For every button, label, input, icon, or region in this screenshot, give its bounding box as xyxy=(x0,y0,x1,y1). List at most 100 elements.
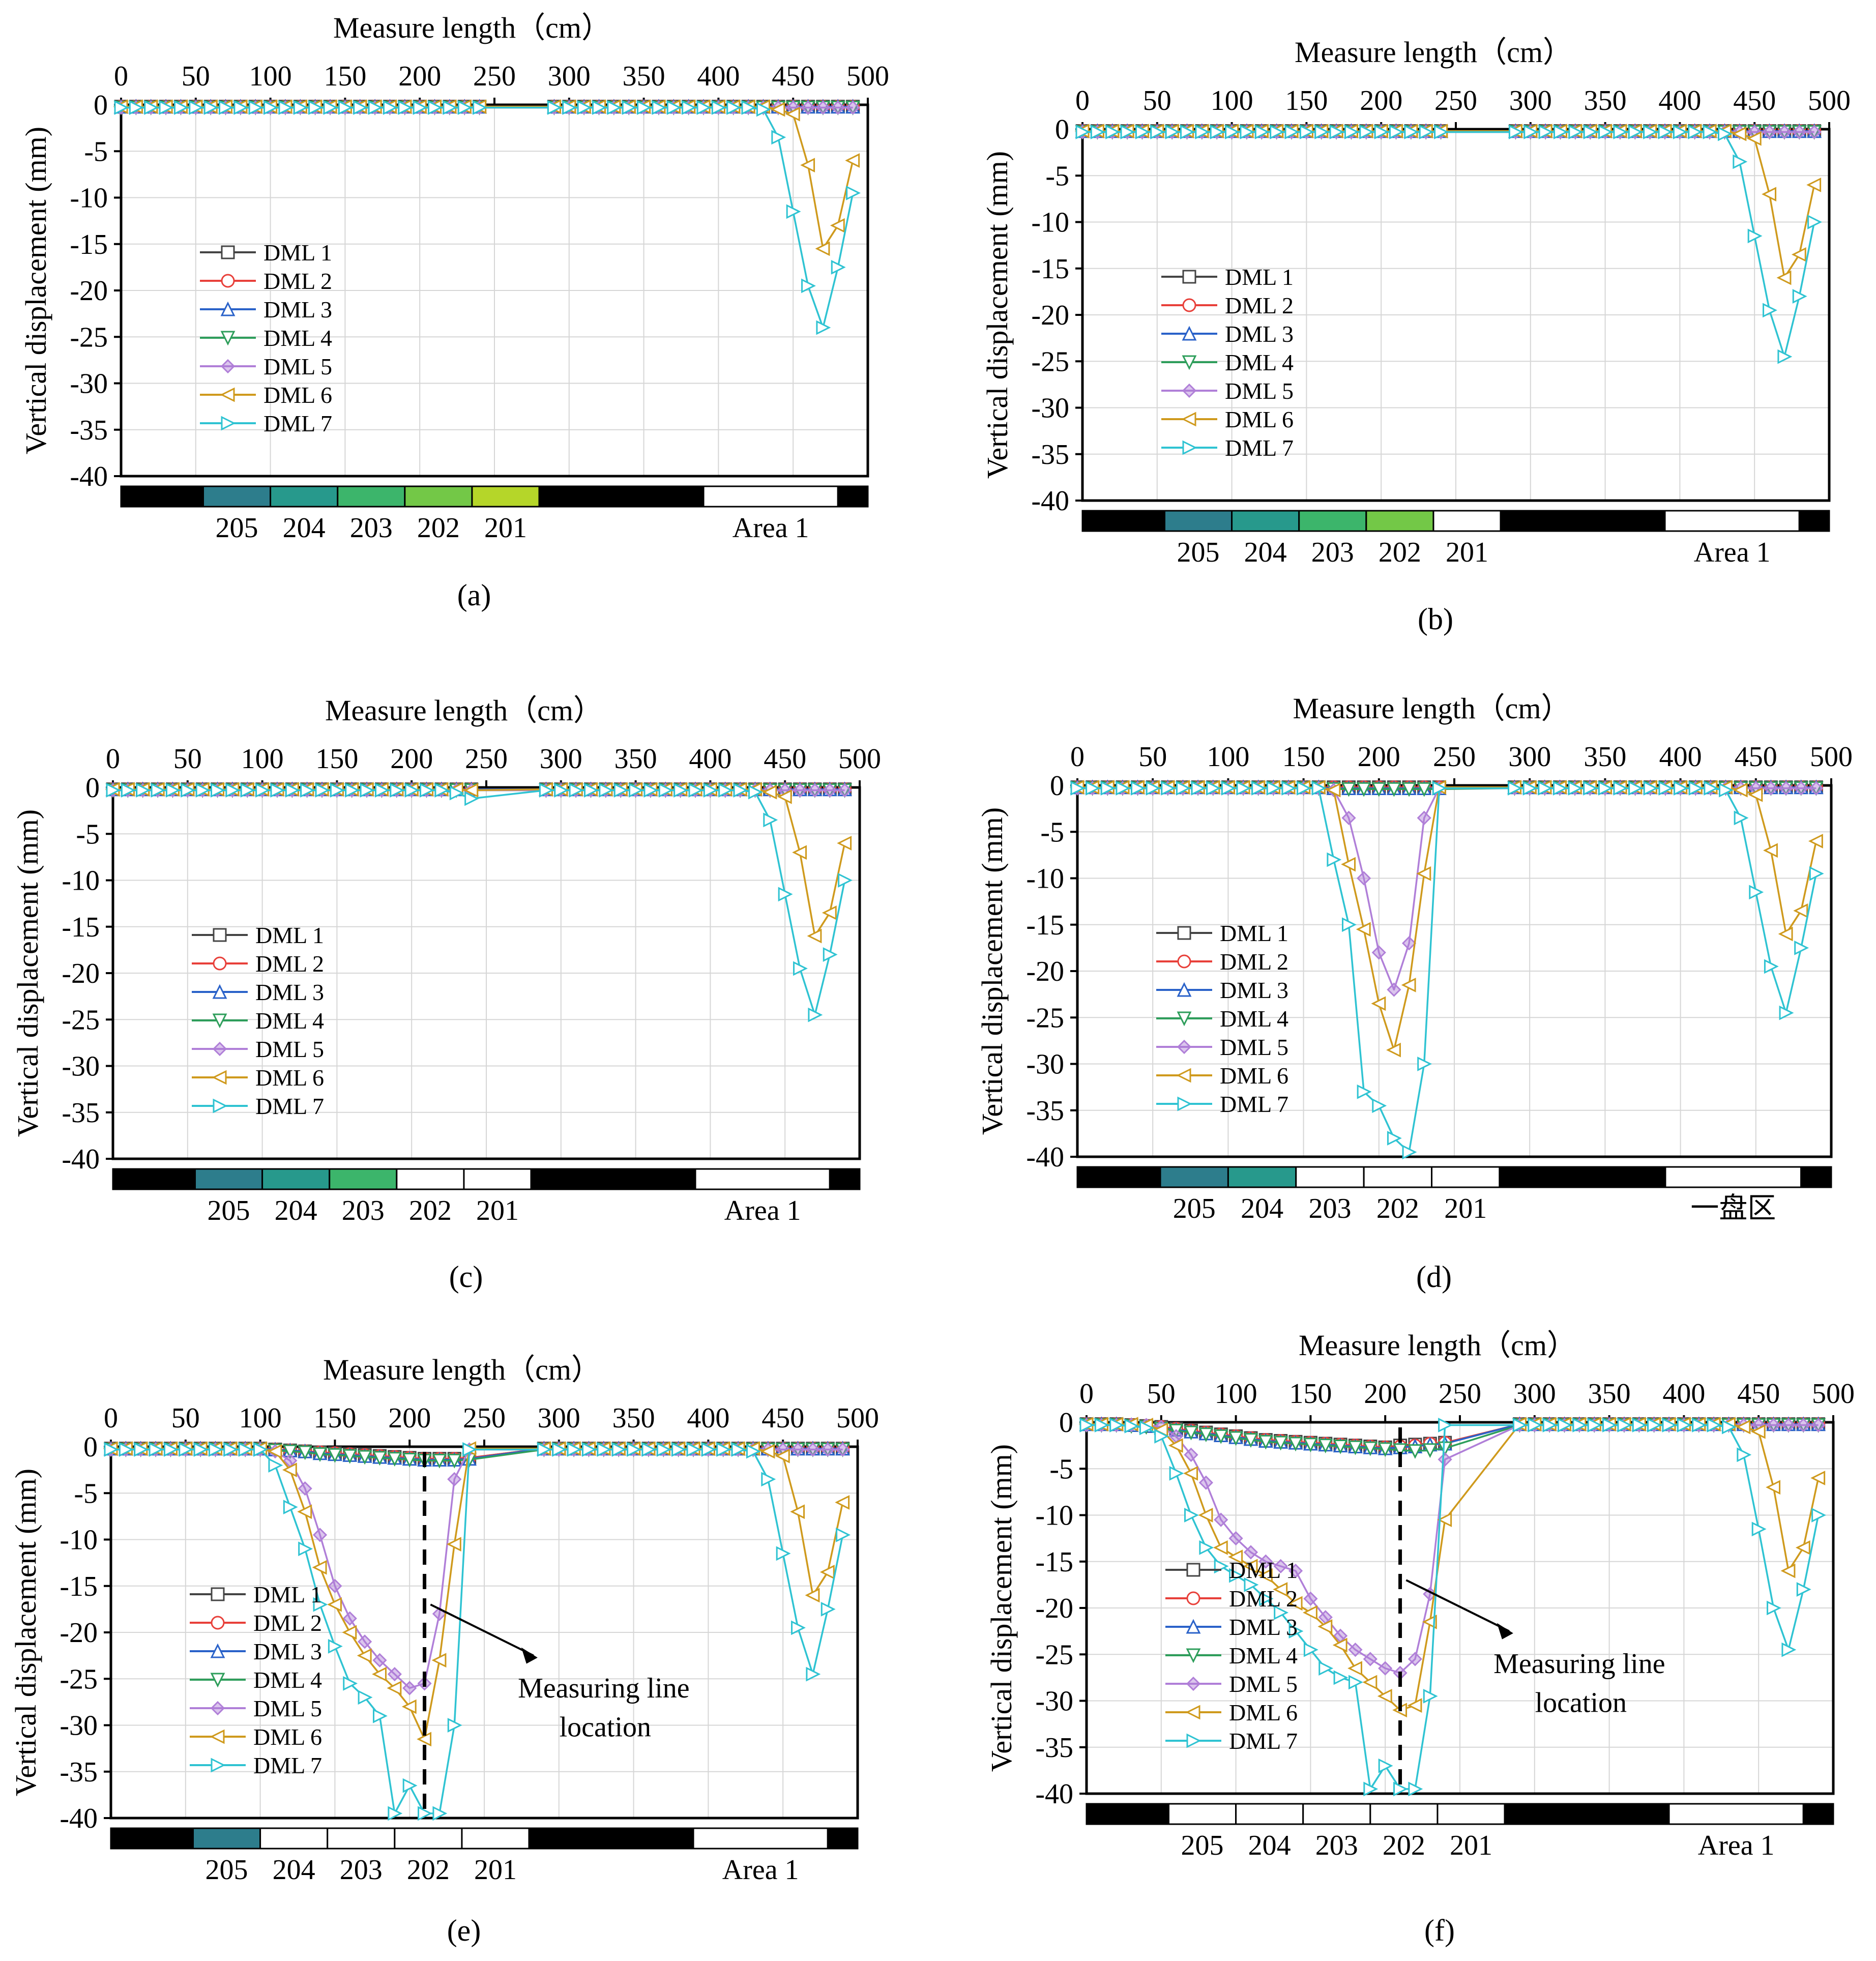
data-point-7 xyxy=(666,100,682,115)
data-point-7 xyxy=(1438,1418,1453,1432)
data-point-7 xyxy=(1342,917,1357,932)
data-point-6 xyxy=(1303,1605,1317,1620)
data-point-5 xyxy=(1796,1418,1811,1432)
chart-panel-e: 0 50 100 150 200 250 300 350 400 450 500 0 -5 -10 -15 -… xyxy=(9,1353,879,1947)
panel-zone-bar: 205 204 203 202 201 Area 1 xyxy=(112,1168,861,1226)
data-point-7 xyxy=(240,783,255,798)
data-point-7 xyxy=(836,1527,851,1542)
data-point-5 xyxy=(1762,125,1777,139)
y-tick-label: -40 xyxy=(60,1803,98,1834)
data-point-7 xyxy=(1538,125,1553,139)
data-point-7 xyxy=(358,1690,373,1705)
x-tick-label: 350 xyxy=(614,743,657,775)
zone-label: 202 xyxy=(407,1854,450,1886)
zone-segment xyxy=(471,485,540,508)
data-point-6 xyxy=(1317,1619,1333,1634)
data-point-7 xyxy=(1240,125,1255,139)
x-tick-label: 450 xyxy=(761,1402,804,1434)
data-point-6 xyxy=(1228,1549,1243,1565)
data-point-7 xyxy=(1628,781,1644,796)
data-point-7 xyxy=(1628,125,1643,139)
data-point-4 xyxy=(1341,782,1356,797)
data-point-5 xyxy=(1341,810,1356,825)
data-point-7 xyxy=(1733,154,1748,169)
data-point-7 xyxy=(607,100,622,115)
legend-label: DML 2 xyxy=(263,268,332,294)
data-point-7 xyxy=(268,1458,283,1473)
data-point-7 xyxy=(330,783,345,798)
zone-label: 203 xyxy=(342,1195,385,1226)
data-point-4 xyxy=(1371,782,1387,797)
y-tick-label: -35 xyxy=(1035,1732,1073,1764)
legend-marker xyxy=(1177,926,1191,940)
data-point-7 xyxy=(1692,1418,1707,1432)
zone-segment xyxy=(261,1168,331,1190)
data-point-7 xyxy=(1598,781,1613,796)
legend-label: DML 1 xyxy=(263,240,332,266)
data-point-7 xyxy=(1139,1420,1154,1436)
zone-segment xyxy=(120,485,204,508)
x-tick-label: 250 xyxy=(465,743,508,775)
data-point-7 xyxy=(129,100,144,115)
y-tick-label: -20 xyxy=(60,1617,98,1649)
data-point-5 xyxy=(815,100,831,115)
zone-segment xyxy=(192,1827,261,1850)
x-tick-label: 250 xyxy=(1434,85,1477,116)
zone-label: 201 xyxy=(1444,1193,1487,1224)
zone-segment xyxy=(1163,510,1233,532)
legend-marker xyxy=(210,1729,225,1744)
data-point-5 xyxy=(820,1442,835,1457)
data-point-7 xyxy=(671,1442,687,1457)
data-point-7 xyxy=(1150,125,1165,139)
legend-label: DML 4 xyxy=(253,1667,322,1693)
data-point-7 xyxy=(1617,1418,1632,1432)
data-point-5 xyxy=(1198,1475,1214,1490)
annotation-arrow-head xyxy=(521,1647,538,1664)
data-point-6 xyxy=(1736,1419,1751,1435)
x-axis-title: Measure length（cm） xyxy=(323,1353,601,1386)
y-tick-label: -25 xyxy=(60,1663,98,1695)
data-point-7 xyxy=(756,102,771,117)
data-point-7 xyxy=(1598,125,1613,139)
data-point-7 xyxy=(1251,781,1267,796)
data-point-7 xyxy=(278,100,294,115)
data-point-5 xyxy=(1766,1418,1781,1432)
legend-marker xyxy=(1186,1733,1201,1748)
legend-marker xyxy=(220,387,235,402)
zone-segment xyxy=(1668,1803,1804,1825)
data-point-6 xyxy=(1341,857,1356,872)
data-point-6 xyxy=(1386,1042,1401,1058)
data-point-6 xyxy=(815,241,830,256)
zone-segment xyxy=(329,1168,398,1190)
data-point-7 xyxy=(733,783,748,798)
series-layer xyxy=(113,99,861,335)
zone-segment xyxy=(1086,1803,1169,1825)
x-tick-label: 0 xyxy=(104,1402,118,1434)
data-point-7 xyxy=(338,100,353,115)
data-point-7 xyxy=(1794,940,1809,955)
x-tick-label: 200 xyxy=(1364,1378,1406,1410)
legend-marker xyxy=(212,984,227,999)
data-point-5 xyxy=(342,1611,357,1626)
legend-label: DML 1 xyxy=(253,1582,322,1607)
y-tick-label: -30 xyxy=(70,368,108,400)
zone-label: 204 xyxy=(1244,537,1287,568)
zone-label: 205 xyxy=(216,512,258,544)
legend-label: DML 1 xyxy=(255,922,324,948)
x-tick-label: 150 xyxy=(1285,85,1328,116)
data-point-7 xyxy=(343,1676,358,1691)
legend-marker xyxy=(212,1041,227,1057)
x-tick-label: 350 xyxy=(1584,741,1626,773)
data-point-6 xyxy=(1243,1559,1258,1574)
legend-label: DML 1 xyxy=(1220,920,1288,946)
zone-segment xyxy=(1664,510,1800,532)
legend-marker xyxy=(220,331,236,346)
data-point-5 xyxy=(1228,1531,1243,1546)
y-tick-label: -35 xyxy=(62,1097,100,1129)
data-point-7 xyxy=(1329,125,1344,139)
data-point-7 xyxy=(121,783,136,798)
data-point-6 xyxy=(372,1666,387,1682)
series-layer xyxy=(105,781,853,1022)
data-point-7 xyxy=(716,1442,731,1457)
